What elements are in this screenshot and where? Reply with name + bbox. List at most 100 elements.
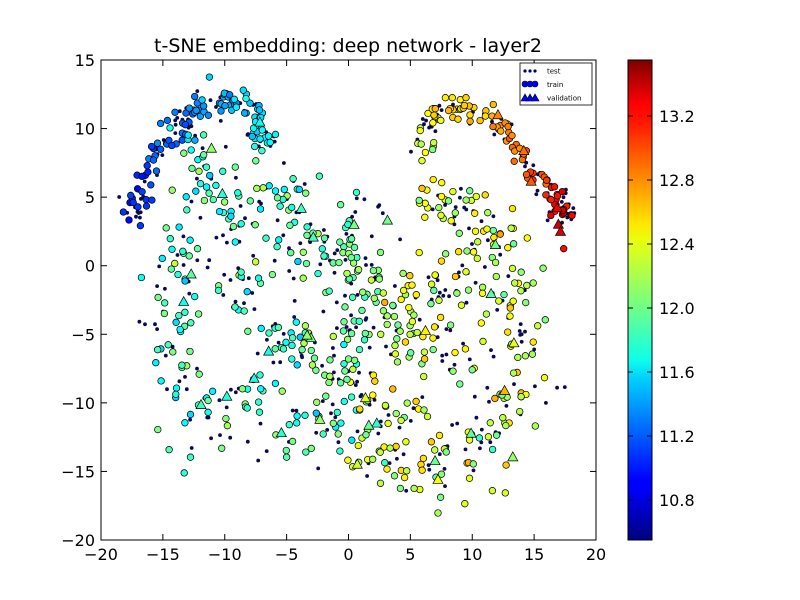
train-point (172, 384, 181, 392)
colorbar-tick-label: 10.8 (659, 491, 695, 510)
validation-point (551, 202, 563, 213)
train-point (434, 509, 442, 517)
train-point (412, 397, 420, 406)
train-point (415, 248, 423, 257)
train-point (502, 461, 510, 469)
test-point (256, 458, 261, 463)
test-point (486, 238, 490, 243)
train-point (254, 274, 263, 282)
train-point (268, 270, 277, 279)
train-point (322, 392, 330, 400)
test-point (153, 322, 157, 327)
test-point (195, 176, 199, 181)
test-point (518, 322, 523, 326)
test-point (258, 421, 263, 426)
train-point (127, 191, 135, 200)
train-point (154, 425, 162, 434)
train-point (181, 419, 189, 427)
test-point (329, 411, 333, 416)
test-point (143, 322, 147, 327)
train-point (477, 319, 485, 327)
test-point (422, 122, 426, 127)
train-point (482, 310, 491, 318)
validation-point (525, 175, 537, 186)
train-point (449, 187, 457, 196)
train-point (393, 358, 402, 366)
test-point (157, 264, 162, 269)
test-point (233, 390, 238, 395)
train-point (168, 141, 176, 150)
train-point (188, 164, 196, 173)
test-point (294, 408, 299, 413)
train-point (547, 196, 555, 204)
test-point (343, 293, 347, 298)
train-point (258, 126, 266, 134)
train-point (282, 446, 290, 455)
train-point (253, 184, 261, 193)
train-point (119, 208, 128, 216)
train-point (129, 198, 137, 207)
train-point (429, 175, 437, 184)
train-point (430, 323, 439, 331)
test-point (243, 216, 247, 221)
test-point (195, 89, 200, 93)
train-point (454, 248, 463, 256)
test-point (488, 440, 493, 445)
test-point (291, 276, 296, 281)
train-point (307, 346, 315, 355)
train-point (271, 345, 279, 353)
train-point (542, 176, 551, 184)
validation-point (508, 337, 520, 348)
test-point (367, 345, 372, 350)
train-point (508, 204, 517, 213)
train-point (369, 371, 378, 379)
test-point (401, 452, 406, 457)
train-point (412, 291, 420, 299)
train-point (273, 243, 281, 251)
test-point (135, 209, 140, 214)
test-point (320, 399, 325, 403)
train-point (348, 436, 356, 444)
train-point (522, 298, 530, 307)
train-point (508, 264, 517, 273)
train-point (340, 340, 348, 349)
train-point (147, 181, 155, 189)
train-point (204, 408, 212, 416)
train-point (506, 312, 514, 320)
train-point (389, 385, 397, 393)
train-point (232, 103, 241, 111)
test-point (491, 214, 496, 219)
train-point (226, 91, 234, 99)
train-point (301, 322, 310, 330)
train-point (396, 484, 405, 493)
train-point (329, 332, 337, 341)
x-tick-label: −10 (208, 545, 242, 564)
train-point (469, 460, 477, 468)
test-point (467, 226, 471, 231)
train-point (254, 398, 263, 406)
test-point (184, 387, 189, 392)
train-point (336, 238, 344, 246)
train-point (315, 172, 324, 180)
train-point (273, 194, 282, 202)
test-point (442, 467, 447, 471)
validation-point (554, 225, 567, 236)
test-point (275, 218, 280, 223)
train-point (274, 323, 283, 332)
colorbar: 10.8 11.2 11.6 12.0 12.4 12.8 13.2 (627, 59, 695, 541)
train-point (502, 421, 510, 430)
train-point (436, 313, 445, 322)
test-point (335, 326, 339, 330)
test-point (519, 332, 524, 337)
train-point (560, 245, 568, 253)
test-point (358, 394, 363, 399)
test-point (357, 370, 361, 375)
train-point (337, 419, 345, 427)
train-point (199, 131, 208, 139)
test-point (177, 379, 182, 384)
train-point (471, 227, 480, 235)
test-point (424, 118, 428, 123)
train-point (187, 146, 195, 154)
train-point (504, 122, 512, 131)
train-point (381, 459, 389, 467)
